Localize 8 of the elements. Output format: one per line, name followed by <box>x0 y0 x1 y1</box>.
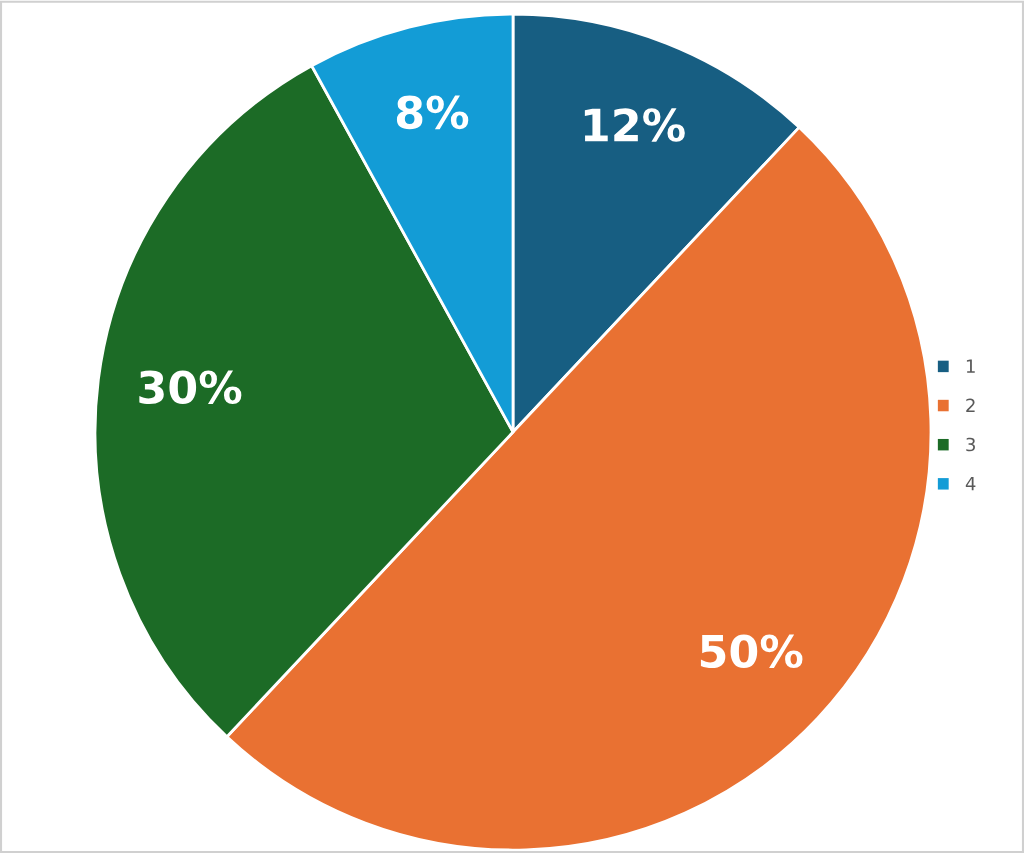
legend-label: 2 <box>966 398 975 412</box>
legend-label: 3 <box>966 437 975 452</box>
data-label: 30% <box>139 370 242 405</box>
data-label: 8% <box>396 95 469 130</box>
legend-label: 4 <box>965 477 976 491</box>
data-label: 12% <box>584 108 685 142</box>
legend-label: 1 <box>966 359 975 373</box>
data-label: 50% <box>700 634 803 669</box>
